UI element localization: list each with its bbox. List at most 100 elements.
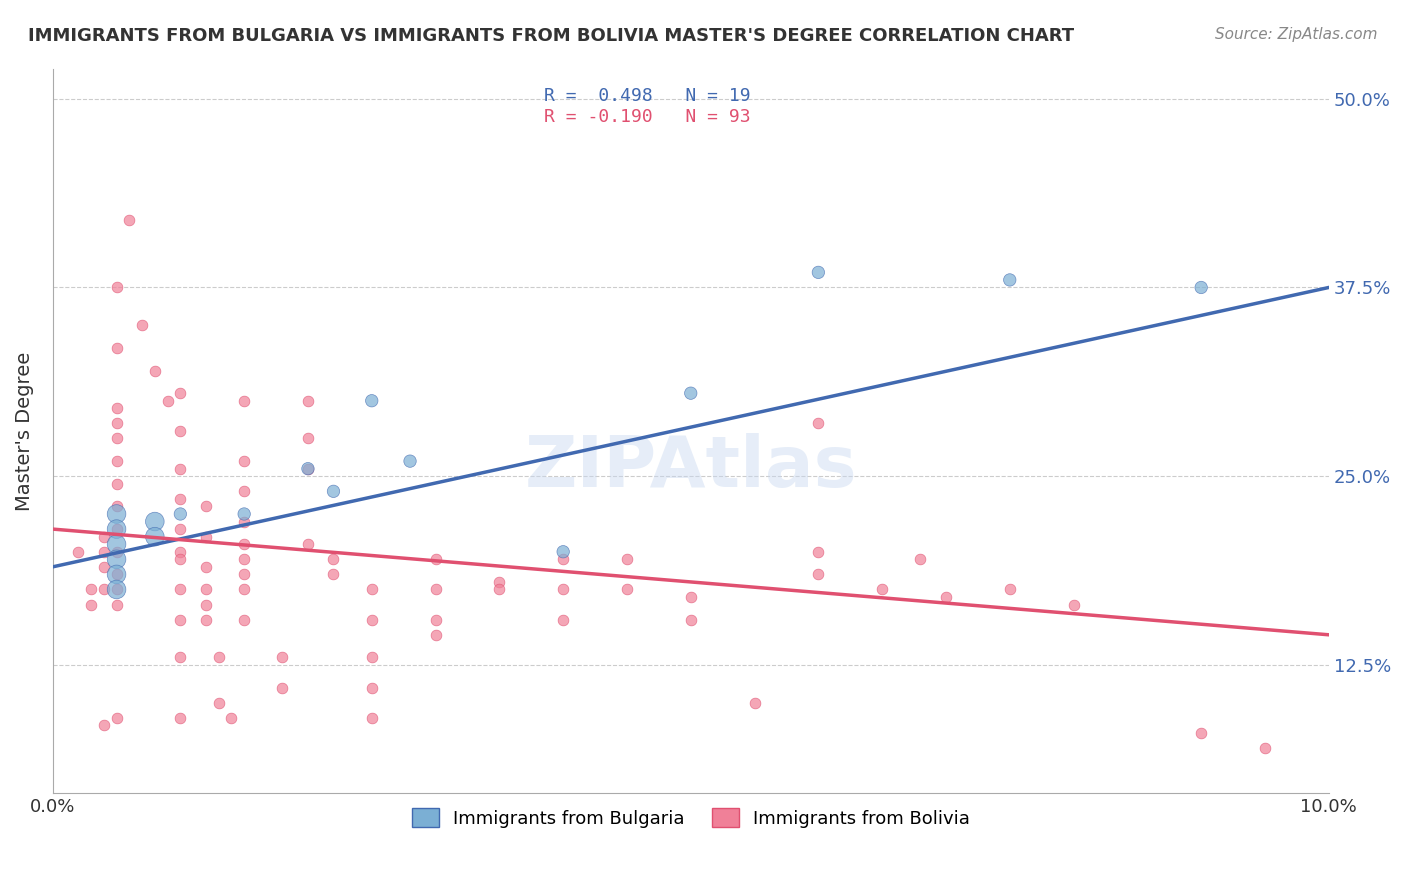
Point [143,530,166,544]
Text: ZIPAtlas: ZIPAtlas [524,433,858,501]
Point [870,582,893,597]
Point [105,341,128,355]
Point [221,711,243,725]
Point [1063,598,1085,612]
Point [169,522,191,536]
Point [67,545,90,559]
Point [169,650,191,665]
Point [169,711,191,725]
Point [233,552,256,566]
Point [399,454,422,468]
Point [105,552,128,566]
Point [322,484,344,499]
Point [910,552,932,566]
Point [93,530,115,544]
Point [616,552,638,566]
Point [80,582,103,597]
Point [233,537,256,551]
Point [488,574,510,589]
Point [105,711,128,725]
Point [105,417,128,431]
Point [744,696,766,710]
Point [105,522,128,536]
Point [1189,280,1212,294]
Text: Source: ZipAtlas.com: Source: ZipAtlas.com [1215,27,1378,42]
Point [207,696,229,710]
Point [998,273,1021,287]
Point [105,537,128,551]
Point [553,582,575,597]
Point [194,530,217,544]
Point [807,417,830,431]
Point [194,559,217,574]
Point [425,628,447,642]
Point [207,650,229,665]
Point [194,613,217,627]
Point [553,552,575,566]
Point [105,401,128,416]
Point [169,613,191,627]
Point [156,393,179,408]
Point [360,711,382,725]
Legend: Immigrants from Bulgaria, Immigrants from Bolivia: Immigrants from Bulgaria, Immigrants fro… [405,801,977,835]
Point [105,567,128,582]
Point [105,582,128,597]
Point [233,567,256,582]
Point [807,567,830,582]
Point [105,582,128,597]
Point [169,491,191,506]
Point [93,582,115,597]
Point [360,582,382,597]
Point [425,582,447,597]
Point [105,507,128,521]
Point [118,212,141,227]
Point [93,718,115,732]
Point [194,582,217,597]
Point [105,567,128,582]
Point [679,590,702,604]
Point [169,461,191,475]
Point [807,545,830,559]
Point [271,681,294,695]
Point [105,454,128,468]
Point [998,582,1021,597]
Point [93,559,115,574]
Point [169,386,191,401]
Point [233,484,256,499]
Point [105,280,128,294]
Point [105,522,128,536]
Point [169,424,191,438]
Point [935,590,957,604]
Point [679,386,702,401]
Text: R =  0.498   N = 19: R = 0.498 N = 19 [544,87,751,104]
Point [194,598,217,612]
Point [297,537,319,551]
Point [360,681,382,695]
Point [297,432,319,446]
Point [322,567,344,582]
Point [143,515,166,529]
Point [169,582,191,597]
Point [360,613,382,627]
Point [105,598,128,612]
Point [233,613,256,627]
Point [233,393,256,408]
Point [271,650,294,665]
Point [1254,741,1277,756]
Point [233,454,256,468]
Point [233,582,256,597]
Point [553,545,575,559]
Point [360,393,382,408]
Y-axis label: Master's Degree: Master's Degree [15,351,34,510]
Point [105,476,128,491]
Point [488,582,510,597]
Point [553,613,575,627]
Point [169,507,191,521]
Point [194,500,217,514]
Point [105,500,128,514]
Point [616,582,638,597]
Point [1189,726,1212,740]
Point [105,545,128,559]
Point [233,507,256,521]
Point [80,598,103,612]
